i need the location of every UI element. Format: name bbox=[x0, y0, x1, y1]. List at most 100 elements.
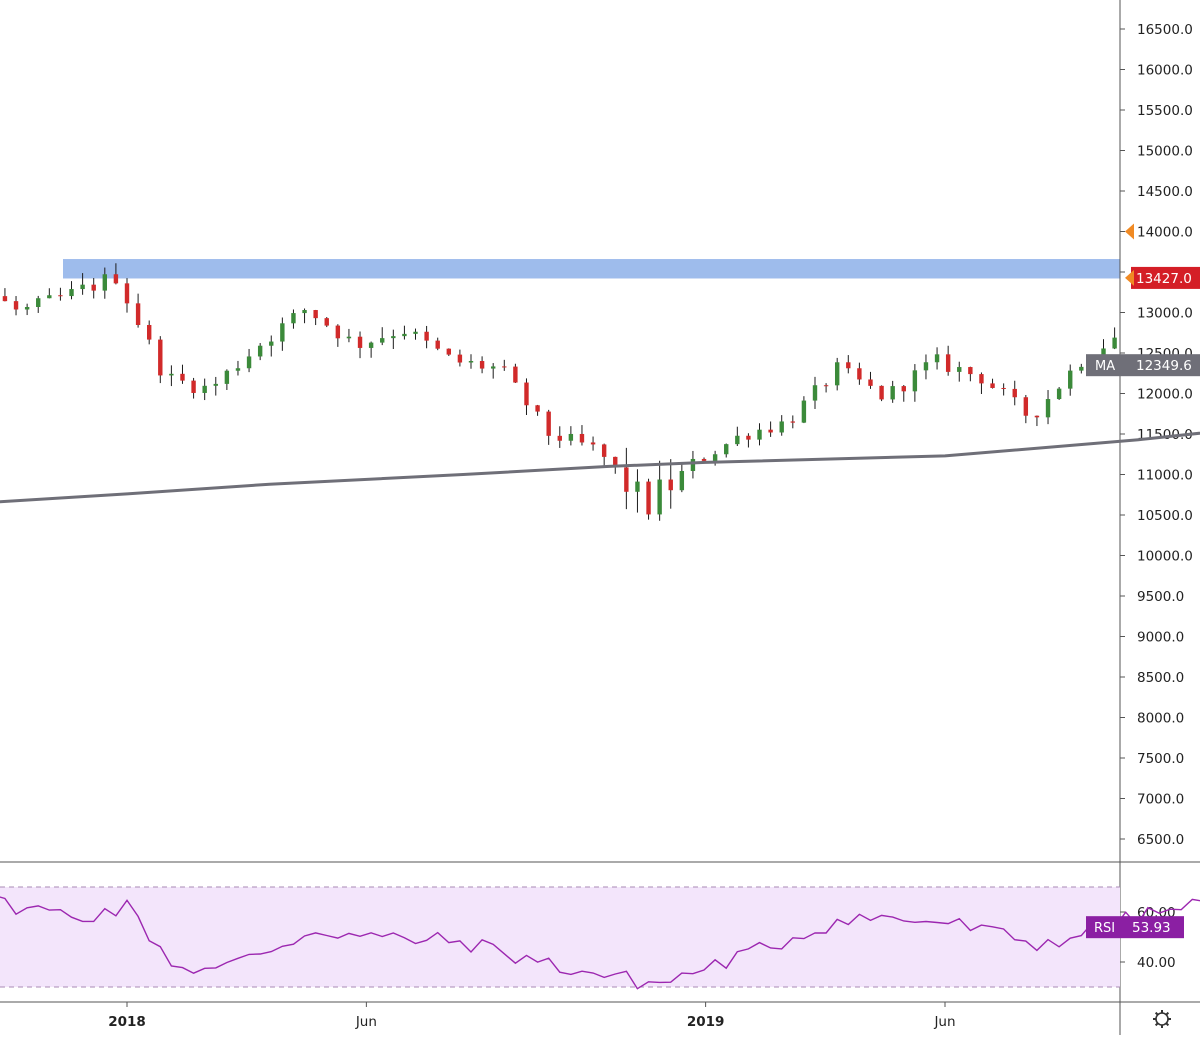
candle bbox=[790, 415, 796, 429]
price-tick-label: 10500.0 bbox=[1137, 508, 1193, 524]
candle bbox=[524, 378, 529, 416]
candle-body bbox=[502, 366, 507, 368]
candle-body bbox=[945, 354, 951, 372]
candle-body bbox=[679, 470, 685, 491]
candle-body bbox=[91, 284, 96, 291]
last-price-arrow-icon bbox=[1125, 269, 1134, 286]
candle-body bbox=[24, 307, 30, 310]
candle-body bbox=[712, 454, 718, 461]
candle bbox=[945, 345, 951, 376]
candle-body bbox=[324, 318, 329, 326]
candle-body bbox=[479, 361, 485, 369]
candle-body bbox=[868, 379, 873, 386]
price-tick-label: 7000.0 bbox=[1137, 792, 1184, 808]
candle bbox=[579, 425, 585, 446]
candle-body bbox=[202, 385, 207, 393]
candle-body bbox=[724, 444, 729, 455]
ma-name-bg bbox=[1086, 354, 1122, 377]
candle-body bbox=[635, 481, 640, 492]
candle-body bbox=[568, 433, 574, 441]
candle-body bbox=[546, 411, 551, 436]
candle bbox=[568, 426, 574, 446]
ma-value-label: 12349.6 bbox=[1136, 358, 1192, 374]
candle bbox=[435, 337, 440, 351]
candle-body bbox=[834, 362, 840, 386]
alert-marker-icon bbox=[1125, 223, 1134, 240]
candle bbox=[202, 378, 207, 401]
candle bbox=[502, 359, 507, 371]
candle-body bbox=[601, 444, 607, 457]
candle bbox=[957, 361, 962, 382]
candle-body bbox=[36, 298, 41, 308]
candle bbox=[690, 450, 696, 479]
time-axis: 2018Jun2019Jun2020Jun2021Jun bbox=[108, 1002, 956, 1030]
candle bbox=[535, 404, 540, 416]
candle-body bbox=[812, 385, 818, 401]
candle-body bbox=[701, 458, 707, 461]
candle bbox=[313, 309, 318, 326]
price-tick-label: 16500.0 bbox=[1137, 22, 1193, 38]
price-tick-label: 9500.0 bbox=[1137, 589, 1184, 605]
candle-body bbox=[213, 383, 218, 386]
candle-body bbox=[857, 368, 862, 380]
candle-body bbox=[624, 467, 629, 492]
time-tick-label: Jun bbox=[355, 1014, 377, 1030]
time-tick-label: 2019 bbox=[687, 1014, 725, 1030]
candle-body bbox=[402, 333, 407, 337]
rsi-value-bg bbox=[1122, 916, 1184, 939]
ma-value-bg bbox=[1122, 354, 1200, 377]
candle bbox=[158, 336, 163, 384]
rsi-name-label: RSI bbox=[1094, 921, 1115, 936]
candle-body bbox=[879, 385, 884, 400]
candle bbox=[979, 372, 984, 394]
candle-body bbox=[180, 373, 185, 381]
candle bbox=[1079, 363, 1084, 374]
candle-body bbox=[901, 386, 906, 392]
candle bbox=[490, 363, 496, 379]
last-price-badge: 13427.0 bbox=[1125, 266, 1200, 289]
candle-body bbox=[146, 324, 152, 340]
candle-body bbox=[657, 479, 662, 515]
candle bbox=[968, 366, 973, 382]
candle-body bbox=[668, 479, 673, 491]
candle bbox=[36, 295, 41, 313]
candle bbox=[1056, 387, 1062, 400]
candle-body bbox=[335, 325, 341, 339]
candle bbox=[724, 443, 729, 458]
candle-body bbox=[158, 339, 163, 376]
candle bbox=[857, 362, 862, 385]
candle-body bbox=[957, 367, 962, 372]
candle-body bbox=[280, 323, 285, 342]
candle-body bbox=[435, 340, 440, 349]
candle-body bbox=[246, 356, 252, 369]
candle bbox=[679, 464, 685, 493]
candle-body bbox=[357, 336, 363, 348]
price-tick-label: 8000.0 bbox=[1137, 711, 1184, 727]
candle-body bbox=[224, 370, 230, 384]
settings-gear-icon[interactable] bbox=[1153, 1010, 1171, 1028]
candle bbox=[901, 385, 906, 402]
candle-body bbox=[368, 342, 374, 348]
candle bbox=[735, 426, 740, 447]
candle-body bbox=[490, 366, 496, 369]
candle bbox=[235, 360, 241, 376]
candle bbox=[58, 287, 63, 301]
candle-body bbox=[690, 458, 696, 471]
candle bbox=[468, 354, 474, 369]
rsi-name-bg bbox=[1086, 916, 1122, 939]
candle bbox=[80, 273, 85, 295]
candle bbox=[246, 348, 252, 373]
last-price-label: 13427.0 bbox=[1136, 271, 1192, 287]
price-tick-label: 12000.0 bbox=[1137, 387, 1193, 403]
gear-body bbox=[1155, 1012, 1169, 1026]
price-tick-label: 8500.0 bbox=[1137, 670, 1184, 686]
candle bbox=[513, 363, 518, 383]
candle-body bbox=[169, 373, 174, 376]
candle bbox=[413, 328, 418, 340]
candle bbox=[47, 288, 52, 299]
candle-body bbox=[413, 331, 418, 334]
candle bbox=[291, 309, 296, 329]
